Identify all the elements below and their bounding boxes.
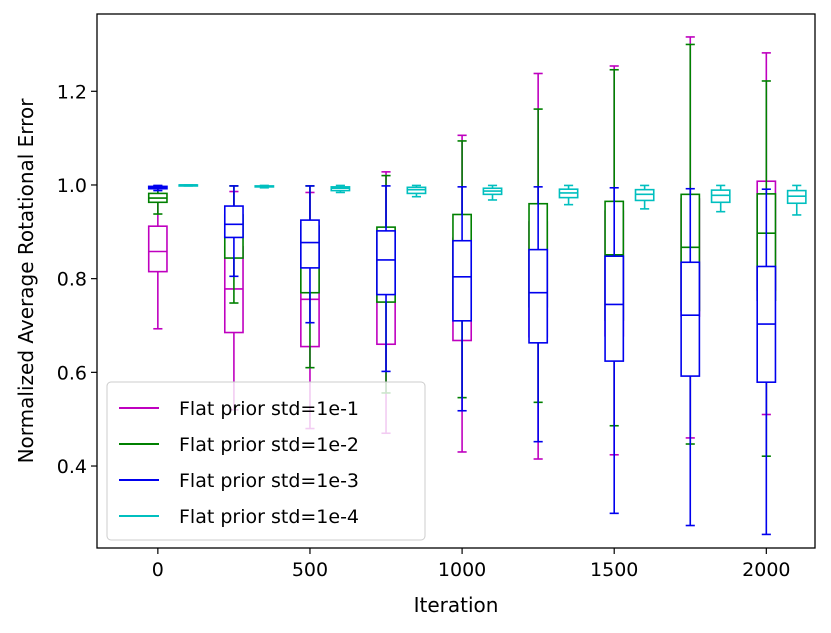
iqr-box — [223, 205, 244, 239]
x-tick-label: 2000 — [742, 559, 790, 581]
box — [756, 188, 777, 536]
axes-frame — [96, 13, 816, 549]
x-axis-label: Iteration — [414, 593, 499, 617]
series-group — [147, 184, 777, 536]
legend-label: Flat prior std=1e-3 — [179, 470, 359, 492]
iqr-box — [376, 230, 396, 296]
iqr-box — [147, 225, 168, 273]
box — [528, 186, 549, 443]
iqr-box — [604, 255, 625, 362]
y-tick-label: 1.2 — [57, 81, 87, 103]
legend: Flat prior std=1e-1 Flat prior std=1e-2 Fl… — [106, 381, 426, 541]
boxes-layer — [147, 36, 807, 536]
box — [558, 184, 579, 206]
box — [710, 184, 731, 213]
box — [147, 187, 168, 330]
box — [147, 185, 168, 215]
box — [254, 184, 275, 189]
x-tick-label: 1000 — [438, 559, 486, 581]
legend-label: Flat prior std=1e-2 — [179, 434, 359, 456]
box — [178, 184, 199, 187]
y-tick-label: 1.0 — [57, 175, 87, 197]
legend-label: Flat prior std=1e-1 — [179, 398, 359, 420]
legend-item: Flat prior std=1e-1 — [119, 398, 359, 420]
y-axis: 0.4 0.6 0.8 1.0 1.2 — [57, 81, 97, 478]
iqr-box — [528, 248, 549, 344]
box — [604, 186, 625, 515]
box — [786, 184, 807, 216]
box — [406, 184, 427, 198]
box — [634, 184, 655, 210]
legend-frame — [106, 381, 426, 541]
box — [452, 186, 473, 412]
iqr-box — [452, 239, 473, 322]
box — [680, 187, 701, 527]
x-tick-label: 1500 — [590, 559, 638, 581]
y-tick-label: 0.4 — [57, 456, 87, 478]
y-tick-label: 0.6 — [57, 362, 87, 384]
iqr-box — [680, 261, 701, 377]
box — [330, 184, 351, 194]
legend-item: Flat prior std=1e-4 — [119, 506, 359, 528]
x-tick-label: 500 — [292, 559, 328, 581]
x-tick-label: 0 — [152, 559, 164, 581]
series-group — [178, 184, 807, 216]
box — [147, 184, 168, 192]
legend-label: Flat prior std=1e-4 — [179, 506, 359, 528]
legend-item: Flat prior std=1e-3 — [119, 470, 359, 492]
box — [300, 185, 320, 324]
y-tick-label: 0.8 — [57, 269, 87, 291]
y-axis-label: Normalized Average Rotational Error — [14, 98, 38, 464]
box — [376, 185, 396, 373]
box — [223, 185, 244, 278]
legend-item: Flat prior std=1e-2 — [119, 434, 359, 456]
iqr-box — [300, 219, 320, 269]
x-axis: 0 500 1000 1500 2000 — [152, 548, 791, 581]
iqr-box — [710, 189, 731, 204]
box — [482, 184, 503, 201]
